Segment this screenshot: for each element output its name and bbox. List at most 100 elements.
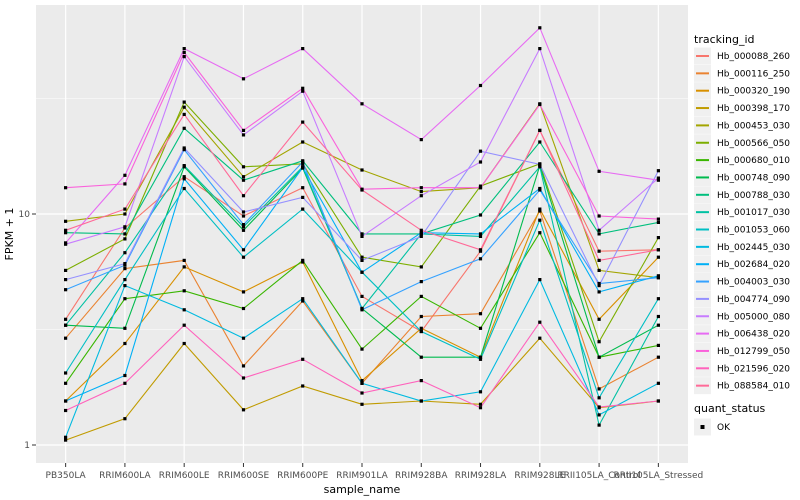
data-point — [419, 190, 423, 194]
data-point — [123, 237, 127, 241]
legend-item: Hb_000788_030 — [694, 186, 790, 204]
x-tick-label: RRIM600LA — [99, 471, 151, 481]
x-tick-label: RRIM928BA — [395, 471, 448, 481]
legend-item: Hb_000680_010 — [694, 151, 790, 169]
legend-item: Hb_001053_060 — [694, 221, 790, 238]
data-point — [538, 218, 542, 222]
data-point — [419, 231, 423, 235]
data-point — [123, 297, 127, 301]
data-point — [538, 162, 542, 166]
data-point — [360, 391, 364, 395]
legend-item: Hb_000453_030 — [694, 116, 790, 134]
data-point — [597, 355, 601, 359]
legend-label: Hb_012799_050 — [717, 347, 790, 357]
data-point — [182, 175, 186, 179]
data-point — [656, 220, 660, 224]
data-point — [301, 207, 305, 211]
data-point — [597, 228, 601, 232]
data-point — [241, 376, 246, 380]
data-point — [597, 258, 601, 262]
data-point — [182, 105, 186, 109]
data-point — [241, 214, 246, 218]
legend-item: Hb_000566_050 — [694, 134, 790, 152]
data-point — [478, 234, 483, 238]
data-point — [123, 341, 127, 346]
legend-item: Hb_002445_030 — [694, 238, 790, 256]
legend-item-quant-status: OK — [694, 418, 731, 436]
data-point — [538, 102, 542, 107]
legend-title-quant-status: quant_status — [694, 402, 766, 415]
data-point — [360, 258, 364, 262]
data-point — [123, 251, 127, 255]
data-point — [64, 438, 68, 442]
data-point — [538, 26, 542, 30]
data-point — [123, 417, 127, 421]
legend-item: Hb_002684_020 — [694, 255, 790, 273]
data-point — [597, 214, 601, 218]
data-point — [656, 176, 660, 180]
data-point — [597, 405, 601, 409]
data-point — [597, 396, 601, 400]
data-point — [241, 133, 246, 137]
data-point — [241, 210, 246, 214]
data-point — [419, 194, 423, 198]
legend-label: Hb_088584_010 — [717, 382, 790, 392]
x-tick-label: RRIM928LE — [514, 471, 565, 481]
data-point — [301, 258, 305, 262]
data-point — [478, 213, 483, 217]
data-point — [656, 217, 660, 221]
data-point — [301, 47, 305, 51]
data-point — [478, 248, 483, 252]
data-point — [301, 160, 305, 164]
data-point — [182, 265, 186, 269]
data-point — [656, 178, 660, 182]
data-point — [301, 89, 305, 93]
data-point — [123, 284, 127, 288]
data-point — [478, 186, 483, 190]
data-point — [241, 194, 246, 198]
data-point — [419, 280, 423, 284]
legend-item: Hb_088584_010 — [694, 377, 790, 395]
data-point — [656, 236, 660, 240]
data-point — [64, 186, 68, 190]
data-point — [64, 231, 68, 235]
data-point — [478, 402, 483, 406]
data-point — [656, 323, 660, 327]
data-point — [419, 399, 423, 403]
axes: 1 10 PB350LA RRIM600LA RRIM600LE RRIM600SE RRI… — [19, 210, 704, 481]
data-point — [360, 402, 364, 406]
data-point — [241, 248, 246, 252]
data-point — [182, 112, 186, 116]
legend-item: Hb_000116_250 — [694, 64, 790, 82]
y-axis-title: FPKM + 1 — [3, 208, 16, 261]
data-point — [656, 255, 660, 259]
legend-label: Hb_000453_030 — [717, 121, 790, 131]
data-point — [597, 284, 601, 288]
data-point — [182, 308, 186, 312]
data-point — [597, 423, 601, 427]
legend-item: Hb_006438_020 — [694, 325, 790, 343]
data-point — [64, 268, 68, 272]
legend-label: Hb_021596_020 — [717, 364, 790, 374]
data-point — [360, 308, 364, 312]
legend-square-marker — [700, 425, 705, 429]
data-point — [241, 178, 246, 182]
data-point — [241, 223, 246, 227]
data-point — [64, 371, 68, 375]
data-point — [656, 276, 660, 280]
data-point — [419, 314, 423, 319]
data-point — [301, 195, 305, 199]
data-point — [360, 188, 364, 192]
data-point — [360, 379, 364, 383]
data-point — [656, 297, 660, 301]
data-point — [182, 258, 186, 262]
data-point — [182, 55, 186, 59]
data-point — [538, 140, 542, 144]
x-tick-label: RRIM928LA — [455, 471, 507, 481]
legend-label: Hb_000116_250 — [717, 69, 790, 79]
data-point — [182, 126, 186, 130]
data-point — [360, 234, 364, 238]
data-point — [241, 336, 246, 340]
data-point — [597, 249, 601, 253]
